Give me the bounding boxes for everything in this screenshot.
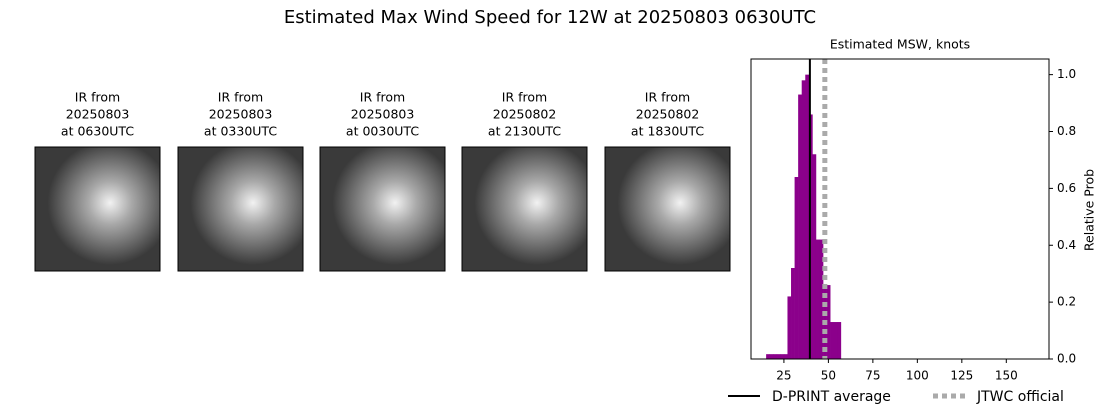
image-caption: 20250803: [209, 107, 273, 122]
x-tick-label: 125: [950, 369, 973, 383]
bar: [801, 80, 806, 359]
y-axis-label: Relative Prob: [1082, 169, 1097, 251]
image-caption: at 0330UTC: [204, 124, 277, 139]
x-tick-label: 75: [865, 369, 880, 383]
image-caption: at 0030UTC: [346, 124, 419, 139]
bar: [819, 239, 824, 359]
image-caption: IR from: [360, 90, 405, 105]
legend-label: JTWC official: [976, 389, 1064, 405]
legend-label: D-PRINT average: [772, 389, 891, 405]
bar: [833, 322, 838, 359]
bar: [826, 285, 831, 359]
bar: [830, 322, 835, 359]
ir-image: [604, 146, 731, 272]
page-title: Estimated Max Wind Speed for 12W at 2025…: [284, 7, 816, 28]
x-tick-label: 50: [821, 369, 836, 383]
y-tick-label: 0.8: [1057, 124, 1076, 138]
ir-image: [461, 146, 588, 272]
image-caption: at 2130UTC: [488, 124, 561, 139]
image-caption: 20250802: [636, 107, 700, 122]
bar: [787, 296, 792, 359]
y-tick-label: 0.6: [1057, 181, 1076, 195]
x-tick-label: 150: [995, 369, 1018, 383]
image-caption: 20250803: [66, 107, 130, 122]
image-caption: IR from: [218, 90, 263, 105]
image-caption: IR from: [645, 90, 690, 105]
image-caption: at 0630UTC: [61, 124, 134, 139]
bar: [769, 354, 774, 359]
plot-frame: [750, 58, 1050, 360]
bar: [780, 354, 785, 359]
x-tick-label: 100: [906, 369, 929, 383]
ir-image: [177, 146, 304, 272]
bar: [766, 354, 770, 359]
image-caption: 20250802: [493, 107, 557, 122]
image-caption: 20250803: [351, 107, 415, 122]
bar: [815, 239, 820, 359]
ir-image: [34, 146, 161, 272]
image-caption: IR from: [502, 90, 547, 105]
bar: [798, 94, 803, 360]
x-tick-label: 25: [776, 369, 791, 383]
bar: [794, 177, 799, 359]
bar: [812, 154, 817, 359]
ir-image: [319, 146, 446, 272]
bar: [776, 354, 781, 359]
bar: [791, 268, 795, 359]
bar: [837, 322, 842, 359]
y-tick-label: 1.0: [1057, 67, 1076, 81]
y-tick-label: 0.4: [1057, 238, 1076, 252]
image-caption: at 1830UTC: [631, 124, 704, 139]
chart-title: Estimated MSW, knots: [830, 37, 970, 52]
image-caption: IR from: [75, 90, 120, 105]
y-tick-label: 0.0: [1057, 352, 1076, 366]
bar: [805, 74, 810, 360]
y-tick-label: 0.2: [1057, 295, 1076, 309]
bar: [773, 354, 778, 359]
bar: [783, 354, 788, 359]
